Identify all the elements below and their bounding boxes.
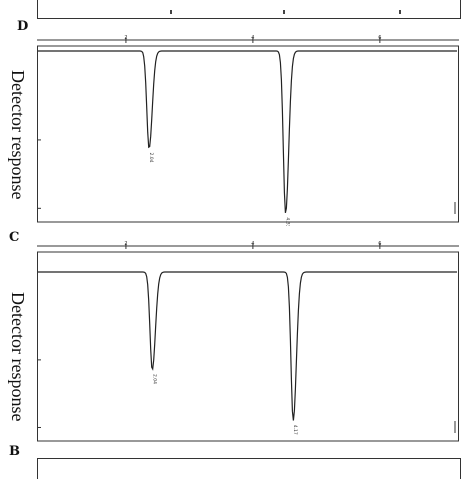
x-tick-label: 4 [251,35,254,41]
peak-label: 2.04 [151,374,157,384]
x-tick-label: 2 [124,241,127,247]
y-axis-label-c: Detector response [8,292,28,422]
chromatogram-c: 2460201002.044.17 [37,241,459,442]
x-tick-label: 4 [251,241,254,247]
peak-label: 4.17 [292,425,298,435]
x-tick-label: 6 [378,35,381,41]
chromatogram-d: 2460201002.044.33 [37,35,459,226]
prev-panel-axis-marks [170,10,172,14]
panel-letter-c: C [9,230,20,245]
panel-letter-d: D [17,19,29,34]
peak-label: 4.33 [285,217,291,226]
prev-panel-axis-marks-2 [283,10,285,14]
x-tick-label: 6 [378,241,381,247]
y-axis-label-d: Detector response [8,70,28,200]
trace-line [38,271,457,421]
panel-b-frame [37,458,461,479]
x-tick-label: 2 [124,35,127,41]
prev-panel-axis-marks-3 [399,10,401,14]
plot-frame [37,45,459,223]
plot-frame [37,251,459,442]
panel-letter-b: B [9,444,20,459]
peak-label: 2.04 [148,152,154,162]
prev-panel-frame [37,0,461,19]
trace-line [38,50,457,214]
